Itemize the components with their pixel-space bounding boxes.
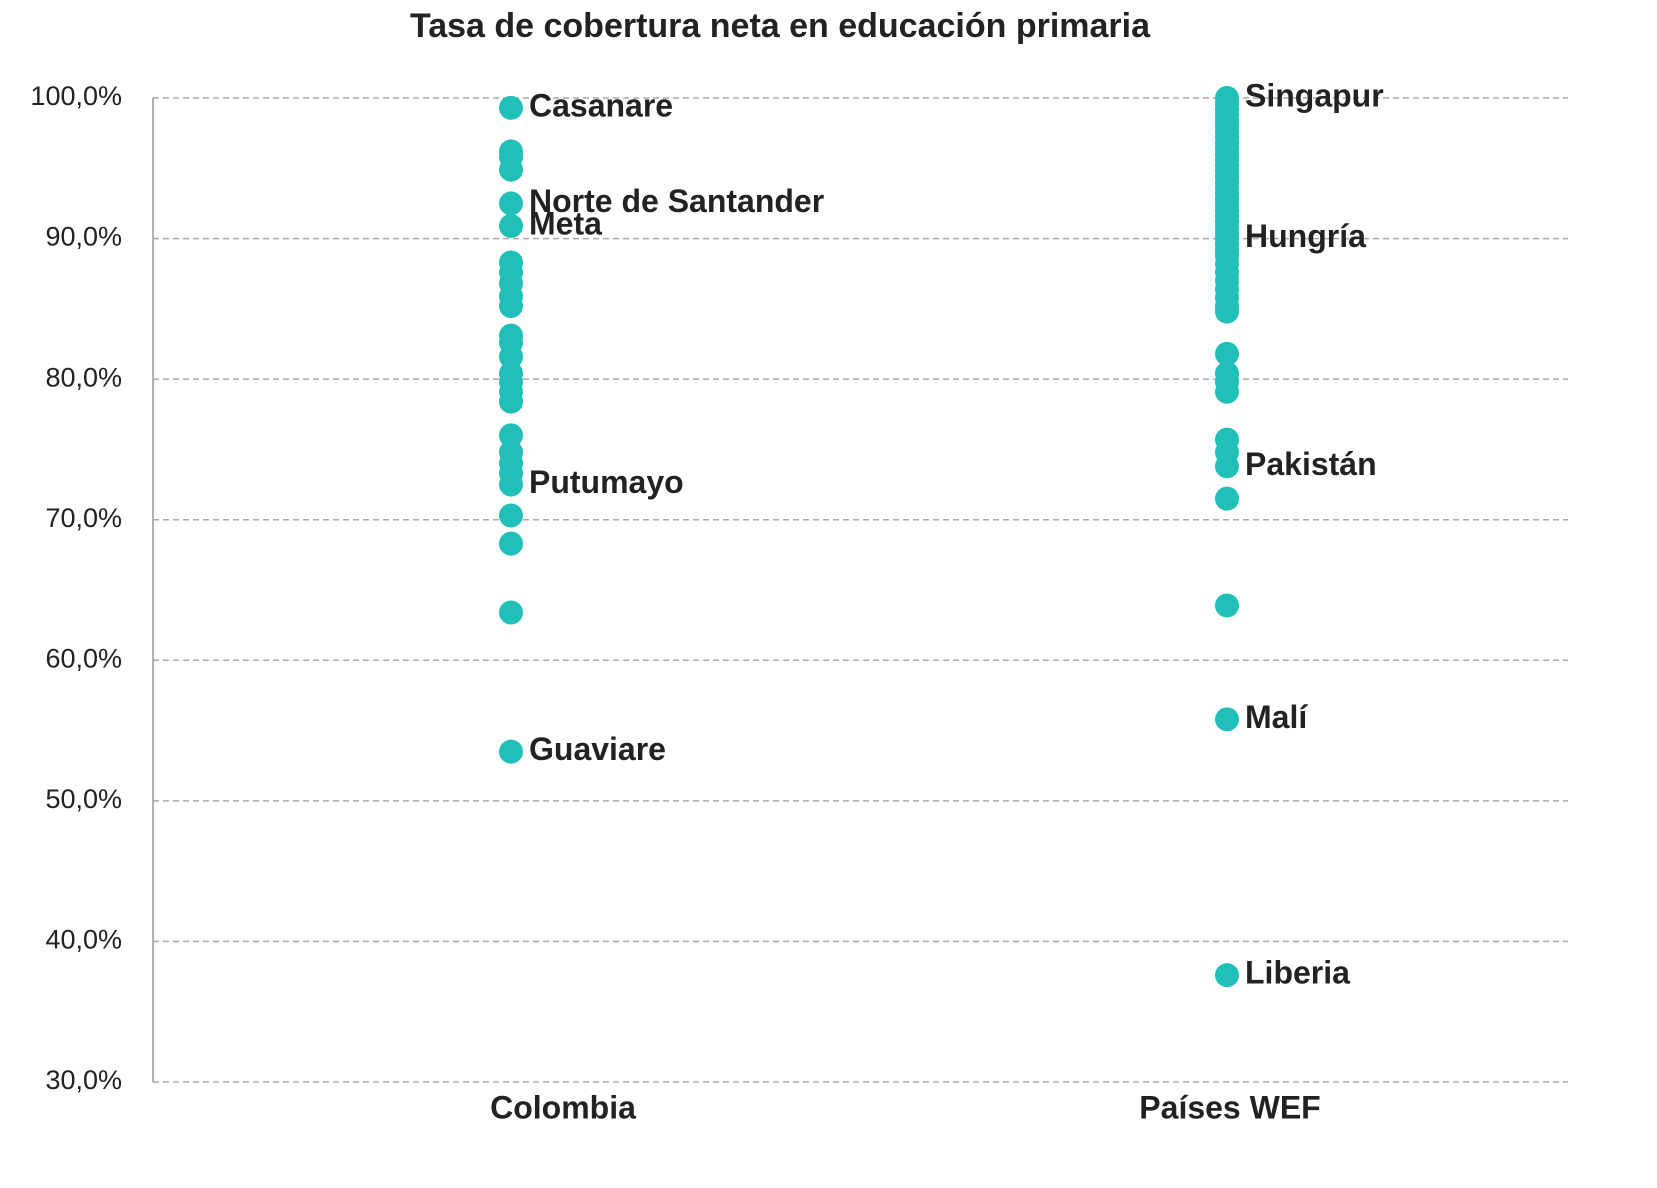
point-label: Meta: [529, 205, 602, 241]
dot: [499, 294, 523, 319]
y-tick-label: 100,0%: [30, 81, 122, 111]
chart-title: Tasa de cobertura neta en educación prim…: [410, 7, 1151, 45]
dot: [499, 191, 523, 216]
dot: [499, 423, 523, 448]
dot: [1215, 379, 1239, 404]
y-tick-label: 30,0%: [45, 1065, 122, 1095]
point-label: Guaviare: [529, 731, 666, 767]
point-label: Singapur: [1245, 77, 1384, 113]
point-label: Hungría: [1245, 218, 1366, 254]
y-tick-label: 90,0%: [45, 222, 122, 252]
x-tick-label: Colombia: [490, 1089, 636, 1125]
dot: [499, 739, 523, 764]
point-label: Malí: [1245, 699, 1308, 735]
point-label: Liberia: [1245, 955, 1350, 991]
point-label: Casanare: [529, 87, 673, 123]
dot: [499, 503, 523, 528]
dot: [1215, 593, 1239, 618]
dot: [1215, 454, 1239, 479]
y-tick-label: 70,0%: [45, 503, 122, 533]
dot: [1215, 341, 1239, 366]
y-tick-label: 60,0%: [45, 643, 122, 673]
dot: [1215, 963, 1239, 988]
point-label: Norte de Santander: [529, 183, 824, 219]
dot: [1215, 707, 1239, 732]
dot: [499, 344, 523, 369]
y-tick-label: 80,0%: [45, 362, 122, 392]
dot: [499, 531, 523, 556]
dot: [499, 472, 523, 497]
dot: [499, 157, 523, 182]
dot: [499, 600, 523, 625]
dot: [499, 389, 523, 414]
point-label: Putumayo: [529, 464, 684, 500]
y-tick-label: 50,0%: [45, 784, 122, 814]
dot: [1215, 486, 1239, 511]
y-tick-label: 40,0%: [45, 925, 122, 955]
dot: [499, 213, 523, 238]
dot: [499, 95, 523, 120]
x-tick-label: Países WEF: [1139, 1089, 1320, 1125]
dot: [1215, 299, 1239, 324]
point-label: Pakistán: [1245, 446, 1377, 482]
